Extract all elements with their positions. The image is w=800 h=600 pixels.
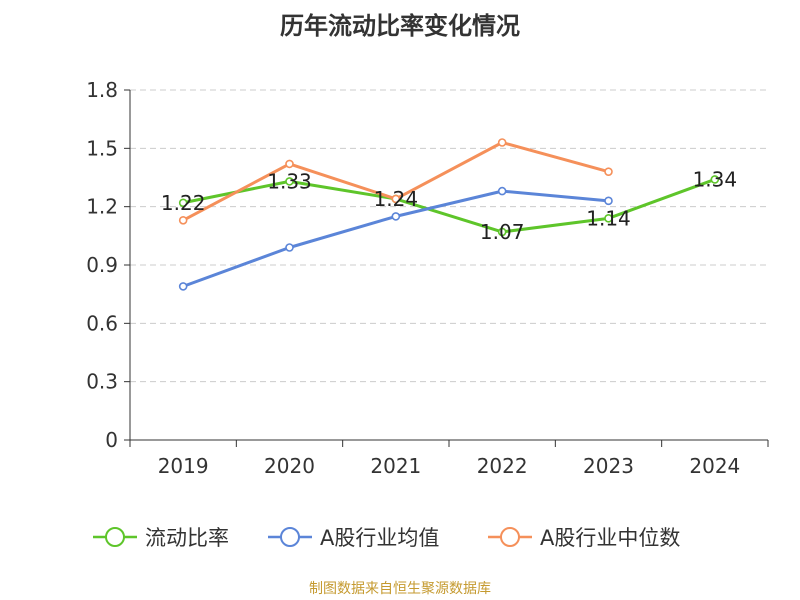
data-point[interactable] — [178, 198, 188, 208]
data-point[interactable] — [285, 243, 294, 252]
series-0 — [178, 175, 720, 237]
y-tick-label: 0.3 — [86, 370, 118, 394]
legend-marker-icon — [500, 527, 520, 547]
axes: 0 0.3 0.6 0.9 1.2 1.5 1.8 2019 2020 2021 2022 2023 2… — [86, 78, 769, 478]
data-label: 1.24 — [374, 187, 419, 211]
data-point[interactable] — [178, 282, 188, 291]
y-tick-label: 1.2 — [86, 195, 118, 219]
y-tick-label: 1.8 — [86, 78, 118, 102]
legend-label: A股行业中位数 — [540, 526, 680, 550]
data-point[interactable] — [178, 215, 188, 225]
legend[interactable]: 流动比率 A股行业均值 A股行业中位数 — [93, 526, 680, 550]
data-point[interactable] — [285, 159, 294, 169]
x-tick-label: 2019 — [158, 454, 209, 478]
legend-label: A股行业均值 — [320, 526, 439, 550]
data-point[interactable] — [285, 177, 294, 186]
series-line — [182, 178, 716, 234]
y-tick-label: 0 — [105, 428, 118, 452]
source-note: 制图数据来自恒生聚源数据库 — [309, 581, 491, 597]
legend-item-2[interactable]: A股行业中位数 — [488, 526, 680, 550]
legend-label: 流动比率 — [145, 526, 229, 550]
data-point[interactable] — [391, 194, 401, 204]
x-tick-label: 2024 — [689, 454, 740, 478]
series-2 — [178, 138, 613, 225]
data-point[interactable] — [497, 186, 507, 196]
data-point[interactable] — [391, 212, 401, 221]
x-tick-label: 2020 — [264, 454, 315, 478]
gridlines — [130, 89, 768, 383]
legend-marker-icon — [105, 527, 125, 547]
x-tick-label: 2021 — [370, 454, 421, 478]
data-label: 1.14 — [586, 206, 631, 230]
series — [178, 138, 720, 291]
series-1 — [178, 186, 613, 291]
y-tick-label: 0.6 — [86, 311, 118, 335]
data-point[interactable] — [604, 167, 613, 176]
y-tick-label: 0.9 — [86, 253, 118, 277]
data-label: 1.34 — [693, 167, 738, 191]
data-label: 1.22 — [161, 191, 206, 215]
data-point[interactable] — [497, 227, 507, 237]
chart-title: 历年流动比率变化情况 — [280, 12, 520, 40]
data-point[interactable] — [497, 138, 507, 147]
legend-marker-icon — [280, 527, 300, 547]
data-point[interactable] — [604, 196, 613, 206]
data-label: 1.33 — [267, 169, 312, 193]
data-point[interactable] — [710, 175, 720, 184]
data-point[interactable] — [604, 214, 613, 223]
legend-item-0[interactable]: 流动比率 — [93, 526, 229, 550]
data-label: 1.07 — [480, 220, 525, 244]
legend-item-1[interactable]: A股行业均值 — [268, 526, 439, 550]
data-labels: 1.22 1.33 1.24 1.07 1.14 1.34 — [161, 167, 737, 244]
x-tick-label: 2023 — [583, 454, 634, 478]
y-tick-label: 1.5 — [86, 136, 118, 160]
x-tick-label: 2022 — [477, 454, 528, 478]
